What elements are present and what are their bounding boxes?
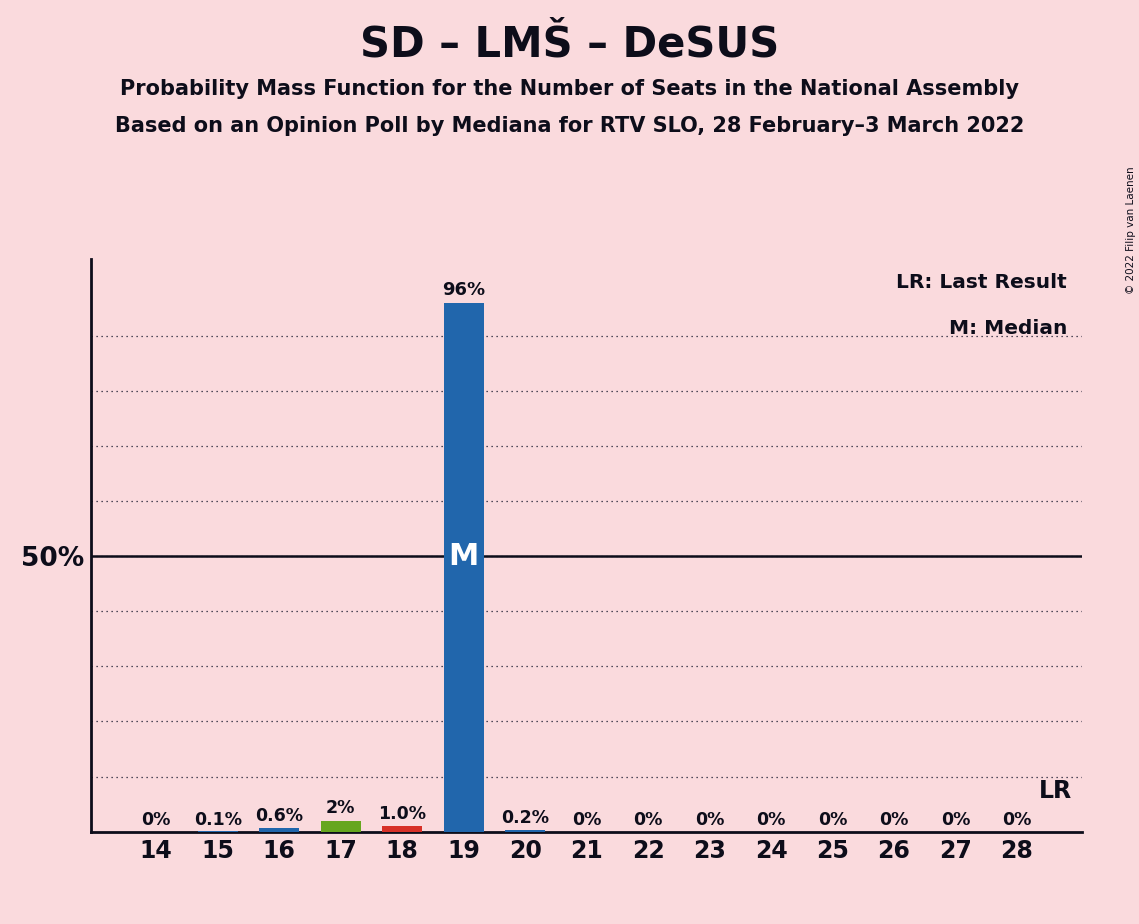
Bar	[321, 821, 361, 832]
Text: M: Median: M: Median	[949, 319, 1067, 338]
Text: 0%: 0%	[695, 811, 724, 830]
Text: 0.2%: 0.2%	[501, 809, 549, 827]
Text: 2%: 2%	[326, 799, 355, 817]
Bar	[443, 303, 484, 832]
Text: 0%: 0%	[141, 811, 171, 830]
Text: 0%: 0%	[1002, 811, 1032, 830]
Bar	[382, 826, 423, 832]
Text: © 2022 Filip van Laenen: © 2022 Filip van Laenen	[1126, 166, 1136, 294]
Text: LR: Last Result: LR: Last Result	[896, 274, 1067, 292]
Text: 96%: 96%	[442, 282, 485, 299]
Text: 0%: 0%	[633, 811, 663, 830]
Text: SD – LMŠ – DeSUS: SD – LMŠ – DeSUS	[360, 23, 779, 65]
Text: 0%: 0%	[756, 811, 786, 830]
Text: 0%: 0%	[818, 811, 847, 830]
Text: 0.1%: 0.1%	[194, 811, 241, 829]
Text: 0.6%: 0.6%	[255, 807, 303, 825]
Text: Probability Mass Function for the Number of Seats in the National Assembly: Probability Mass Function for the Number…	[120, 79, 1019, 99]
Text: 0%: 0%	[879, 811, 909, 830]
Text: 0%: 0%	[572, 811, 601, 830]
Bar	[505, 831, 546, 832]
Text: M: M	[449, 541, 478, 571]
Text: 1.0%: 1.0%	[378, 805, 426, 822]
Text: LR: LR	[1039, 780, 1072, 804]
Text: Based on an Opinion Poll by Mediana for RTV SLO, 28 February–3 March 2022: Based on an Opinion Poll by Mediana for …	[115, 116, 1024, 136]
Bar	[260, 828, 300, 832]
Text: 0%: 0%	[941, 811, 970, 830]
